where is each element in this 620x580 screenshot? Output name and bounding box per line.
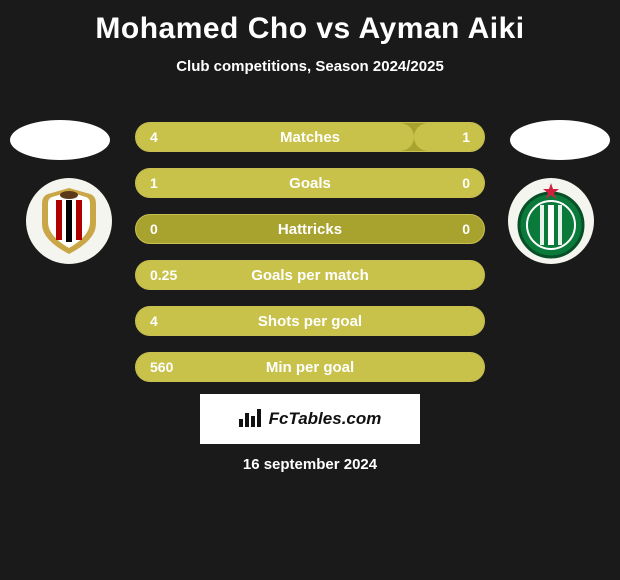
stat-right-segment (414, 123, 484, 151)
stat-left-segment (136, 307, 484, 335)
stat-left-value: 0.25 (150, 267, 177, 283)
stat-row: 4Matches1 (135, 122, 485, 152)
stat-row: 0Hattricks0 (135, 214, 485, 244)
player-left-avatar (10, 120, 110, 160)
date-label: 16 september 2024 (0, 456, 620, 473)
stat-left-value: 0 (150, 221, 158, 237)
asse-crest-icon (511, 181, 591, 261)
bars-icon (239, 407, 263, 432)
club-badge-left (26, 178, 112, 264)
stat-left-segment (136, 353, 484, 381)
page-title: Mohamed Cho vs Ayman Aiki (0, 0, 620, 46)
stat-left-value: 560 (150, 359, 173, 375)
stat-label: Hattricks (136, 221, 484, 238)
stat-right-value: 0 (462, 175, 470, 191)
stat-left-value: 1 (150, 175, 158, 191)
stat-left-segment (136, 261, 484, 289)
player-right-avatar (510, 120, 610, 160)
stat-left-segment (136, 123, 414, 151)
stat-row: 0.25Goals per match (135, 260, 485, 290)
stat-left-value: 4 (150, 313, 158, 329)
stat-right-value: 1 (462, 129, 470, 145)
attribution-text: FcTables.com (269, 409, 382, 429)
stat-left-segment (136, 169, 484, 197)
nice-crest-icon (32, 184, 106, 258)
stat-left-value: 4 (150, 129, 158, 145)
stats-panel: 4Matches11Goals00Hattricks00.25Goals per… (135, 122, 485, 398)
subtitle: Club competitions, Season 2024/2025 (0, 58, 620, 75)
club-badge-right (508, 178, 594, 264)
stat-row: 4Shots per goal (135, 306, 485, 336)
attribution-badge: FcTables.com (200, 394, 420, 444)
stat-right-value: 0 (462, 221, 470, 237)
stat-row: 1Goals0 (135, 168, 485, 198)
stat-row: 560Min per goal (135, 352, 485, 382)
